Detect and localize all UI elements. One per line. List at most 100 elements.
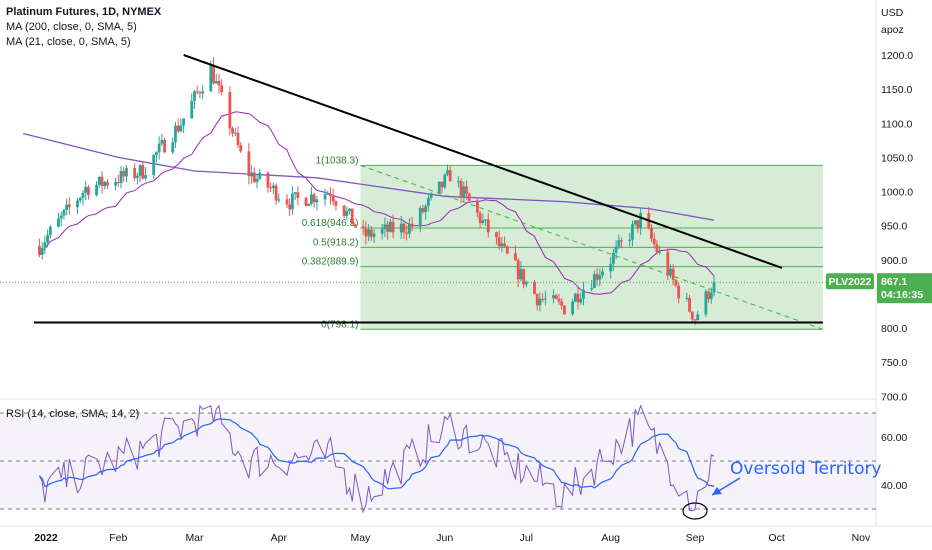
candle-body	[650, 228, 653, 239]
candle-body	[364, 228, 368, 237]
time-tick-label: Sep	[686, 532, 705, 544]
candle-body	[250, 172, 254, 177]
candle-body	[255, 178, 259, 183]
candle-body	[495, 232, 498, 238]
fib-level-label: 1(1038.3)	[316, 155, 359, 166]
grid-lines	[0, 0, 932, 527]
candle-body	[500, 243, 504, 247]
candle-body	[617, 240, 621, 247]
candle-body	[353, 224, 357, 227]
candle-body	[152, 155, 156, 176]
candle-body	[62, 209, 66, 216]
candle-body	[220, 85, 224, 93]
candle-body	[519, 268, 523, 280]
candle-body	[652, 238, 656, 245]
time-tick-label: Apr	[271, 532, 288, 544]
candle-body	[407, 223, 411, 234]
price-tag-value: 867.1	[881, 276, 907, 288]
candle-body	[557, 299, 561, 302]
candle-body	[592, 274, 596, 289]
candle-body	[67, 204, 71, 208]
candle-body	[522, 268, 526, 285]
candle-body	[437, 181, 441, 194]
candle-body	[78, 197, 82, 201]
legend-ma200: MA (200, close, 0, SMA, 5)	[6, 21, 137, 33]
candle-body	[590, 288, 594, 290]
candle-body	[274, 185, 278, 201]
candle-body	[707, 291, 711, 300]
candle-body	[505, 246, 509, 254]
candle-body	[342, 205, 346, 216]
candle-body	[296, 192, 300, 198]
candle-body	[712, 282, 716, 293]
time-tick-label: Nov	[852, 532, 871, 544]
annotation-arrowhead	[712, 487, 722, 495]
fib-level-label: 0.382(889.9)	[302, 257, 359, 268]
fib-level-label: 0.618(946.5)	[302, 218, 359, 229]
candle-body	[266, 172, 270, 188]
candle-body	[76, 200, 79, 208]
candle-body	[252, 172, 256, 183]
candle-body	[440, 181, 444, 188]
candle-body	[563, 305, 566, 315]
candle-body	[119, 171, 123, 184]
candle-body	[704, 291, 708, 315]
candle-body	[535, 293, 539, 306]
candle-body	[176, 125, 180, 132]
candle-body	[497, 237, 501, 247]
candle-body	[573, 293, 577, 302]
symbol-tag	[826, 273, 874, 290]
oversold-annotation: Oversold Territory	[730, 459, 882, 479]
candle-body	[571, 301, 574, 315]
candle-body	[685, 297, 689, 299]
candle-body	[391, 221, 395, 233]
candle-body	[696, 314, 700, 320]
candle-body	[658, 251, 662, 253]
candle-body	[459, 180, 463, 198]
candle-body	[315, 199, 319, 203]
candle-body	[560, 301, 564, 306]
candle-body	[212, 64, 215, 84]
candle-body	[233, 132, 237, 134]
price-tick-label: 1000.0	[881, 187, 913, 199]
candle-body	[247, 151, 251, 177]
time-tick-label: Feb	[109, 532, 127, 544]
candle-body	[198, 92, 202, 94]
price-tick-label: 700.0	[881, 391, 907, 403]
candle-body	[217, 81, 221, 86]
candle-body	[367, 229, 370, 237]
candle-body	[576, 293, 580, 303]
axis-unit: apoz	[881, 24, 904, 36]
candle-body	[190, 100, 194, 119]
candle-body	[514, 253, 517, 261]
candle-body	[141, 165, 145, 179]
candle-body	[157, 143, 161, 153]
ma200-path	[22, 132, 715, 221]
candle-body	[288, 204, 292, 210]
legend-title: Platinum Futures, 1D, NYMEX	[6, 6, 162, 18]
price-tick-label: 1050.0	[881, 152, 913, 164]
candle-body	[631, 224, 634, 240]
candle-body	[65, 204, 69, 210]
candle-body	[312, 194, 316, 203]
candle-body	[554, 295, 558, 300]
price-tick-label: 950.0	[881, 221, 907, 233]
candle-body	[40, 247, 44, 255]
candle-body	[456, 180, 460, 182]
candle-body	[214, 81, 218, 84]
candle-body	[331, 196, 335, 202]
candle-body	[380, 228, 384, 234]
candle-body	[236, 132, 240, 146]
candle-body	[674, 280, 678, 286]
ma200-line	[22, 132, 715, 221]
candle-body	[209, 64, 213, 92]
time-tick-label: Jul	[520, 532, 533, 544]
candlestick-series	[38, 57, 716, 326]
candle-body	[448, 170, 452, 182]
candle-body	[201, 91, 205, 94]
candle-body	[693, 319, 697, 321]
price-tick-label: 800.0	[881, 323, 907, 335]
candle-body	[709, 292, 713, 300]
candle-body	[533, 281, 536, 294]
